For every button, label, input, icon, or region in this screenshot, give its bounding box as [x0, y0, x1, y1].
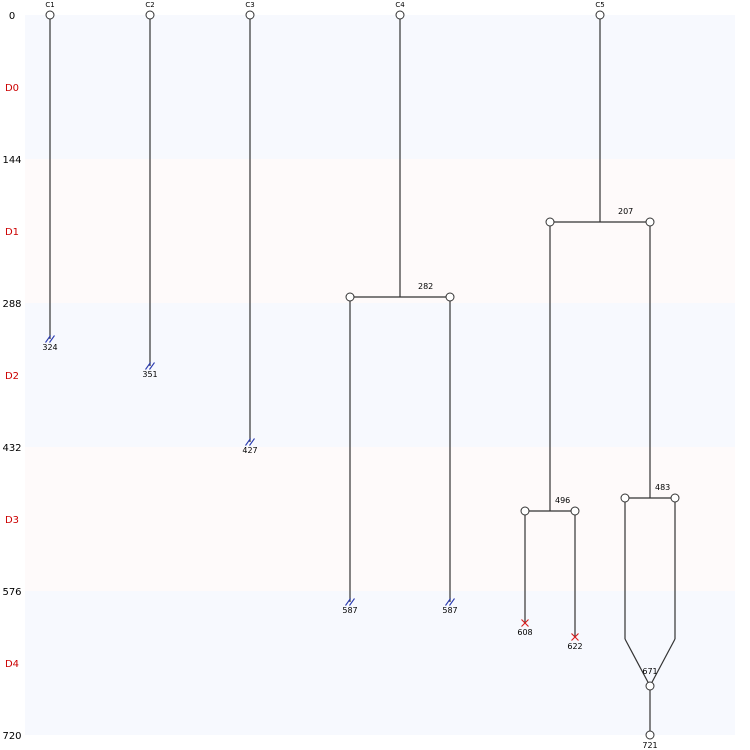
censor-mark: [149, 362, 155, 370]
fusion-time-label: 671: [642, 667, 657, 676]
censor-mark: [445, 598, 451, 606]
end-time-label: 324: [42, 343, 57, 352]
axis-tick-label: 0: [9, 11, 15, 22]
censor-mark: [345, 598, 351, 606]
column-label: C1: [45, 1, 54, 9]
division-time-label: 483: [655, 483, 670, 492]
end-time-label: 587: [442, 606, 457, 615]
axis-tick-label: 288: [2, 299, 21, 310]
day-band: [25, 591, 735, 735]
censor-mark: [45, 335, 51, 343]
cell-node: [245, 10, 255, 20]
censor-mark: [145, 362, 151, 370]
day-band: [25, 159, 735, 303]
cell-node: [445, 292, 455, 302]
day-label: D3: [5, 515, 19, 526]
column-label: C4: [395, 1, 405, 9]
day-label: D2: [5, 371, 19, 382]
cell-node: [645, 730, 655, 740]
day-band: [25, 15, 735, 159]
cell-node: [520, 506, 530, 516]
cell-node: [345, 292, 355, 302]
column-label: C3: [245, 1, 254, 9]
cell-node: [545, 217, 555, 227]
axis-tick-label: 432: [2, 443, 21, 454]
day-label: D0: [5, 83, 19, 94]
cell-node: [570, 506, 580, 516]
cell-node: [645, 217, 655, 227]
cell-node: [595, 10, 605, 20]
end-time-label: 587: [342, 606, 357, 615]
axis-tick-label: 720: [2, 731, 21, 742]
end-time-label: 721: [642, 741, 657, 750]
day-bands: [25, 15, 735, 735]
event-marks: [45, 10, 680, 740]
cell-node: [45, 10, 55, 20]
censor-mark: [49, 335, 55, 343]
axis-tick-label: 576: [2, 587, 21, 598]
censor-mark: [245, 438, 251, 446]
day-band: [25, 303, 735, 447]
time-axis: 0 144 288 432 576 720: [2, 11, 21, 742]
cell-node: [145, 10, 155, 20]
censor-mark: [449, 598, 455, 606]
column-label: C2: [145, 1, 154, 9]
end-time-label: 427: [242, 446, 257, 455]
division-time-label: 496: [555, 496, 570, 505]
cell-node: [395, 10, 405, 20]
end-time-label: 622: [567, 642, 582, 651]
end-time-label: 608: [517, 628, 532, 637]
division-time-label: 207: [618, 207, 633, 216]
day-labels: D0 D1 D2 D3 D4: [5, 83, 19, 670]
column-label: C5: [595, 1, 604, 9]
division-time-label: 282: [418, 282, 433, 291]
censor-mark: [349, 598, 355, 606]
death-mark: [521, 619, 529, 627]
day-label: D4: [5, 659, 19, 670]
day-label: D1: [5, 227, 19, 238]
death-mark: [571, 633, 579, 641]
axis-tick-label: 144: [2, 155, 21, 166]
cell-node: [670, 493, 680, 503]
event-labels: C1 324 C2 351 C3 427 C4 282 587 587 C5 207 496 608 622…: [42, 1, 670, 750]
day-band: [25, 447, 735, 591]
lineage-lines: [49, 15, 676, 736]
cell-node: [645, 681, 655, 691]
censor-mark: [249, 438, 255, 446]
fusion-line: [624, 638, 651, 687]
cell-node: [620, 493, 630, 503]
fusion-line: [649, 638, 676, 687]
end-time-label: 351: [142, 370, 157, 379]
